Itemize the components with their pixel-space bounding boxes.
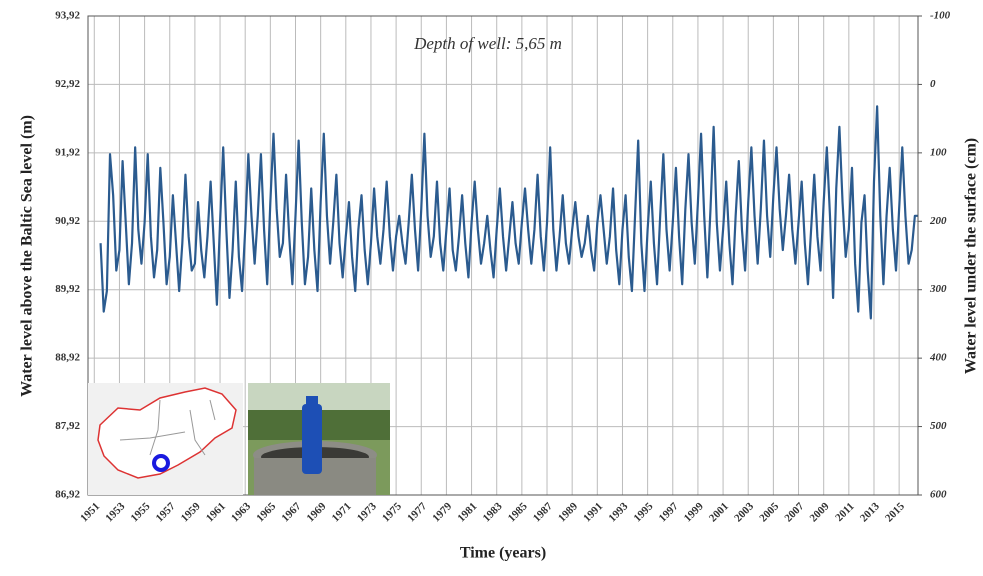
y2-tick-label: 0 xyxy=(930,78,936,90)
y2-tick-label: 100 xyxy=(930,146,947,158)
y2-tick-label: -100 xyxy=(930,10,951,22)
series-line xyxy=(99,105,918,320)
y2-tick-label: 200 xyxy=(929,215,947,227)
y2-axis-title: Water level under the surface (cm) xyxy=(963,138,980,374)
map-rivers xyxy=(119,399,216,456)
y2-tick-label: 300 xyxy=(929,283,947,295)
annotation: Depth of well: 5,65 m xyxy=(413,34,562,53)
y-tick-label: 90,92 xyxy=(55,215,80,227)
map-inset xyxy=(88,383,243,495)
y-tick-label: 88,92 xyxy=(55,352,80,364)
y-tick-label: 87,92 xyxy=(55,420,80,432)
y-tick-label: 86,92 xyxy=(55,489,80,501)
y-axis-title: Water level above the Baltic Sea level (… xyxy=(19,115,36,397)
y-tick-label: 89,92 xyxy=(55,283,80,295)
plot xyxy=(99,105,918,320)
plot-frame xyxy=(87,15,919,496)
well-cap xyxy=(306,396,318,406)
y2-tick-label: 400 xyxy=(929,352,947,364)
x-axis-title: Time (years) xyxy=(460,545,546,562)
y-tick-label: 91,92 xyxy=(55,146,80,158)
photo-inset xyxy=(248,383,390,495)
y2-tick-label: 600 xyxy=(930,489,947,501)
y-tick-label: 92,92 xyxy=(55,78,80,90)
well-location xyxy=(152,454,170,472)
well-pipe xyxy=(302,404,322,474)
y2-tick-label: 500 xyxy=(930,420,947,432)
y-tick-label: 93,92 xyxy=(55,10,80,22)
map-outline xyxy=(97,387,237,479)
